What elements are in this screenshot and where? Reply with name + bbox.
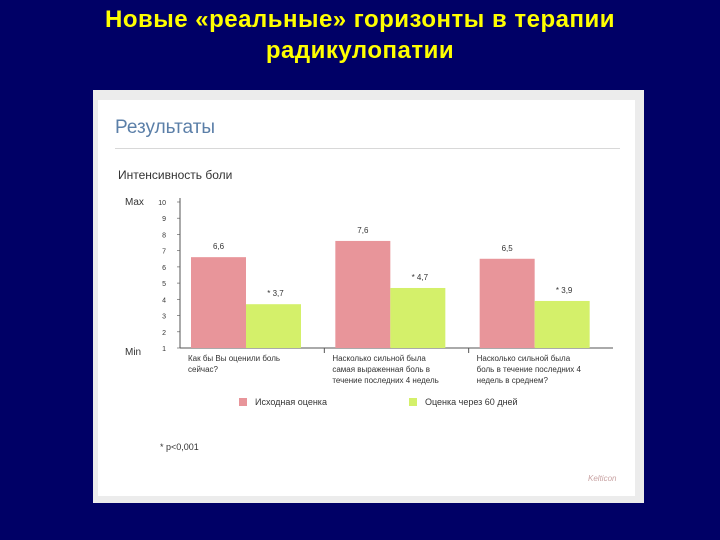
x-category-label: Насколько сильной была — [477, 354, 571, 363]
y-tick-label: 9 — [162, 216, 166, 223]
legend-label: Исходная оценка — [255, 397, 327, 407]
x-category-label: Насколько сильной была — [332, 354, 426, 363]
x-category-label: Как бы Вы оценили боль — [188, 354, 280, 363]
slide-title: Новые «реальные» горизонты в терапии рад… — [0, 4, 720, 66]
y-min-label: Min — [125, 347, 141, 358]
y-tick-label: 4 — [162, 297, 166, 304]
bar-value-label: 6,6 — [213, 242, 225, 251]
bar — [335, 240, 391, 348]
heading-divider — [115, 148, 620, 149]
footnote: * p<0,001 — [160, 442, 199, 452]
legend-swatch — [239, 398, 247, 406]
bar-value-label: * 3,9 — [556, 286, 573, 295]
x-category-label: сейчас? — [188, 365, 219, 374]
slide-title-line-1: Новые «реальные» горизонты в терапии — [104, 6, 615, 33]
y-tick-label: 8 — [162, 232, 166, 239]
y-tick-label: 3 — [162, 314, 166, 321]
y-tick-label: 10 — [158, 200, 166, 207]
bar-value-label: 6,5 — [502, 244, 514, 253]
y-tick-label: 7 — [162, 249, 166, 256]
bar-value-label: * 3,7 — [267, 289, 284, 298]
y-tick-label: 5 — [162, 281, 166, 288]
y-tick-label: 2 — [162, 330, 166, 337]
bar-value-label: * 4,7 — [412, 273, 429, 282]
x-category-label: самая выраженная боль в — [332, 365, 430, 374]
panel-heading: Результаты — [115, 117, 216, 138]
bar — [246, 304, 301, 348]
y-tick-label: 6 — [162, 265, 166, 272]
publisher-logo: Kelticon — [588, 474, 617, 483]
content-panel: Результаты Интенсивность боли Max Min 1 2 3 4 5… — [93, 90, 644, 503]
bar-value-label: 7,6 — [357, 226, 369, 235]
bar — [390, 287, 446, 348]
bar — [479, 258, 535, 348]
x-category-label: недель в среднем? — [477, 376, 549, 385]
y-max-label: Max — [125, 197, 144, 208]
chart-title: Интенсивность боли — [118, 168, 232, 182]
y-tick-label: 1 — [162, 346, 166, 353]
legend-label: Оценка через 60 дней — [425, 397, 518, 407]
bar — [534, 300, 590, 348]
bar-chart: Интенсивность боли Max Min 1 2 3 4 5 6 7 8 9 10 6,6 * … — [118, 168, 613, 452]
slide-title-line-2: радикулопатии — [265, 37, 455, 64]
bar — [191, 257, 246, 348]
legend-swatch — [409, 398, 417, 406]
content-panel-inner: Результаты Интенсивность боли Max Min 1 2 3 4 5… — [98, 100, 635, 496]
x-category-label: боль в течение последних 4 — [477, 365, 582, 374]
x-category-label: течение последних 4 недель — [332, 376, 438, 385]
